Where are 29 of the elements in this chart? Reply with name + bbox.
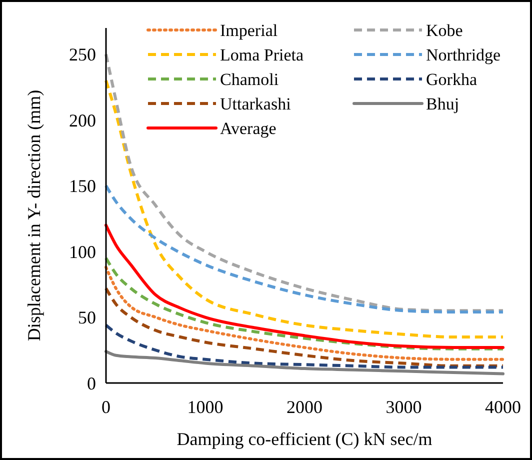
legend-label: Bhuj (426, 94, 460, 114)
y-tick-label: 100 (69, 242, 96, 262)
line-series (104, 224, 504, 349)
line-series (104, 184, 504, 314)
y-tick-label: 50 (78, 308, 96, 328)
line-series (104, 266, 504, 361)
legend-label: Average (220, 118, 276, 138)
x-tick-label: 4000 (485, 397, 521, 417)
y-axis-title: Displacement in Y- direction (mm) (24, 90, 44, 342)
line-series (104, 256, 504, 350)
x-tick-label: 3000 (386, 397, 422, 417)
legend-label: Northridge (426, 45, 501, 64)
legend-label: Uttarkashi (220, 94, 292, 114)
legend-label: Loma Prieta (220, 45, 304, 64)
line-series (104, 286, 504, 368)
legend-label: Chamoli (220, 70, 279, 89)
x-axis-title: Damping co-efficient (C) kN sec/m (176, 429, 432, 449)
line-series (104, 324, 504, 369)
y-tick-label: 250 (69, 44, 96, 65)
x-tick-label: 1000 (187, 397, 224, 417)
legend-label: Kobe (426, 20, 463, 40)
x-tick-label: 2000 (286, 397, 322, 417)
legend-label: Imperial (220, 20, 278, 40)
x-tick-label: 0 (102, 397, 110, 417)
y-tick-label: 200 (69, 110, 96, 130)
line-series (104, 350, 504, 376)
legend-label: Gorkha (426, 70, 478, 89)
y-tick-label: 150 (69, 176, 96, 196)
y-tick-label: 0 (87, 373, 96, 394)
